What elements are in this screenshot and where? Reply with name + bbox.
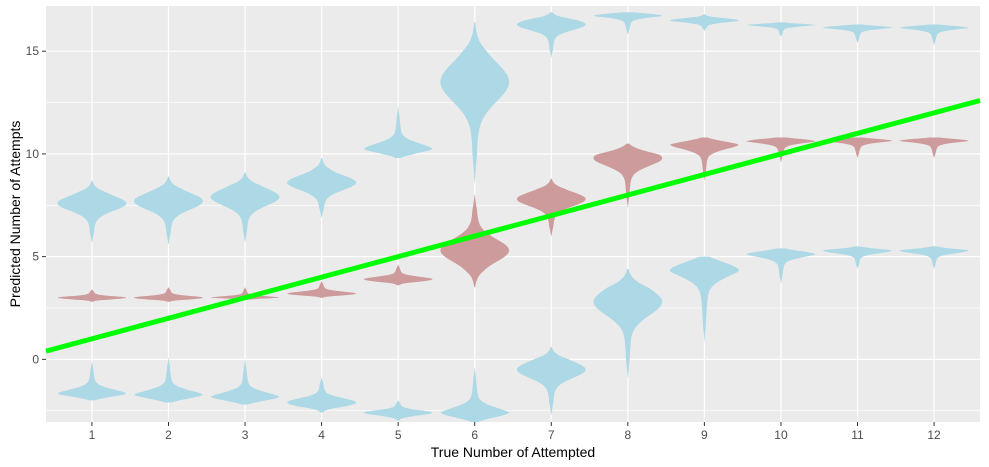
violin-blue-3	[210, 359, 280, 405]
violin-blue-2	[134, 176, 203, 245]
violins	[57, 12, 969, 422]
violin-blue-11	[823, 246, 892, 269]
violin-blue-10	[746, 248, 816, 284]
violin-blue-7	[516, 12, 586, 58]
x-tick-label: 8	[624, 428, 631, 442]
violin-blue-6	[440, 367, 510, 422]
x-tick-label: 11	[851, 428, 864, 442]
violin-blue-12	[899, 24, 969, 45]
x-tick-label: 5	[395, 428, 402, 442]
y-tick-label: 5	[32, 250, 39, 264]
violin-red-11	[823, 137, 892, 158]
x-tick-label: 12	[927, 428, 941, 442]
y-tick-label: 10	[26, 147, 40, 161]
y-axis: 0 5 10 15	[26, 44, 46, 366]
violin-red-12	[899, 137, 969, 158]
violin-blue-9	[669, 14, 739, 31]
violin-red-4	[287, 281, 357, 298]
violin-red-3	[210, 287, 280, 300]
violin-blue-3	[210, 172, 280, 243]
reference-line	[45, 98, 981, 354]
x-tick-label: 4	[318, 428, 325, 442]
violin-blue-8	[593, 12, 663, 35]
violin-blue-7	[516, 347, 586, 415]
x-tick-label: 2	[165, 428, 172, 442]
violin-red-9	[669, 137, 739, 181]
x-tick-label: 10	[774, 428, 788, 442]
violin-red-1	[57, 289, 127, 302]
violin-red-5	[363, 264, 433, 286]
violin-blue-11	[823, 24, 892, 43]
violin-red-2	[134, 287, 203, 302]
violin-red-6	[440, 195, 510, 288]
plot-panel	[46, 6, 980, 422]
violin-red-7	[516, 178, 586, 237]
x-tick-label: 6	[471, 428, 478, 442]
y-tick-label: 15	[26, 44, 40, 58]
violin-blue-1	[57, 361, 127, 401]
violin-red-8	[593, 143, 663, 208]
x-tick-label: 3	[242, 428, 249, 442]
violin-blue-9	[669, 256, 739, 343]
violin-blue-12	[899, 246, 969, 269]
x-axis-title: True Number of Attempted	[431, 444, 595, 460]
y-tick-label: 0	[32, 352, 39, 366]
violin-blue-10	[746, 22, 816, 37]
x-tick-label: 7	[548, 428, 555, 442]
violin-blue-2	[134, 357, 203, 403]
x-tick-label: 1	[89, 428, 96, 442]
violin-blue-1	[57, 180, 127, 243]
y-axis-title: Predicted Number of Attempts	[7, 121, 23, 308]
violin-blue-8	[593, 269, 663, 378]
x-axis: 1 2 3 4 5 6 7 8 9 10 11 12	[89, 422, 941, 442]
violin-blue-4	[287, 377, 357, 413]
violin-blue-6	[440, 22, 510, 183]
violin-blue-4	[287, 158, 357, 218]
violin-blue-5	[363, 400, 433, 421]
x-tick-label: 9	[701, 428, 708, 442]
violin-blue-5	[363, 106, 433, 158]
violin-red-10	[746, 137, 816, 163]
